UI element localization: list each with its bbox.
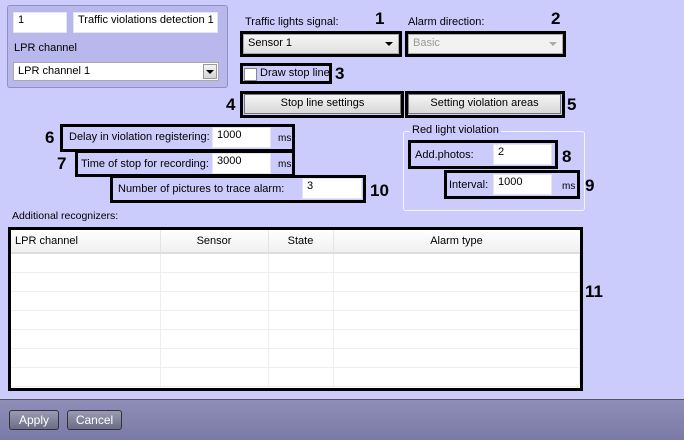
pictures-label: Number of pictures to trace alarm:	[118, 183, 285, 195]
alarm-direction-value: Basic	[413, 37, 440, 49]
interval-unit: ms	[562, 181, 576, 192]
add-photos-input[interactable]: 2	[493, 144, 552, 165]
table-row	[11, 310, 580, 330]
traffic-signal-label: Traffic lights signal:	[245, 16, 339, 28]
table-row	[11, 386, 580, 388]
table-header: LPR channel Sensor State Alarm type	[11, 230, 580, 254]
column-state[interactable]: State	[268, 230, 334, 254]
stop-time-input[interactable]: 3000	[212, 153, 271, 174]
callout-11: 11	[585, 282, 603, 301]
callout-box-2	[405, 31, 566, 57]
setting-violation-areas-button[interactable]: Setting violation areas	[408, 94, 561, 114]
callout-5: 5	[567, 95, 577, 114]
callout-2: 2	[551, 9, 561, 28]
chevron-down-icon[interactable]	[385, 42, 393, 46]
callout-4: 4	[226, 95, 236, 114]
red-light-title: Red light violation	[410, 124, 501, 136]
traffic-signal-select[interactable]: Sensor 1	[243, 34, 399, 54]
draw-stop-line-checkbox[interactable]	[244, 68, 257, 81]
callout-8: 8	[562, 147, 572, 166]
table-row	[11, 367, 580, 387]
lpr-channel-value: LPR channel 1	[18, 65, 91, 77]
column-alarm-type[interactable]: Alarm type	[333, 230, 580, 254]
recognizers-label: Additional recognizers:	[12, 210, 119, 222]
traffic-signal-value: Sensor 1	[248, 37, 293, 49]
table-row	[11, 253, 580, 273]
chevron-down-icon[interactable]	[549, 42, 557, 46]
interval-label: Interval:	[449, 179, 489, 191]
recognizers-table[interactable]: LPR channel Sensor State Alarm type	[8, 227, 583, 391]
delay-input[interactable]: 1000	[212, 127, 271, 148]
add-photos-label: Add.photos:	[415, 149, 474, 161]
callout-3: 3	[335, 64, 345, 83]
callout-9: 9	[585, 176, 595, 195]
callout-box-10	[110, 175, 366, 203]
table-row	[11, 329, 580, 349]
cancel-button[interactable]: Cancel	[67, 410, 122, 430]
stop-line-settings-button[interactable]: Stop line settings	[244, 94, 401, 114]
table-row	[11, 291, 580, 311]
callout-box-4	[240, 91, 404, 118]
object-name-input[interactable]: Traffic violations detection 1	[73, 12, 218, 33]
apply-button[interactable]: Apply	[9, 410, 59, 430]
stop-time-unit: ms	[278, 159, 292, 170]
callout-1: 1	[375, 9, 385, 28]
callout-box-8	[408, 140, 558, 169]
column-lpr-channel[interactable]: LPR channel	[11, 230, 161, 254]
callout-box-5	[405, 91, 565, 118]
callout-box-1	[240, 31, 402, 57]
delay-label: Delay in violation registering:	[69, 131, 210, 143]
callout-box-9	[444, 170, 580, 199]
column-sensor[interactable]: Sensor	[160, 230, 269, 254]
callout-6: 6	[45, 128, 55, 147]
draw-stop-line-label: Draw stop line	[260, 67, 330, 79]
pictures-input[interactable]: 3	[302, 178, 362, 199]
lpr-channel-label: LPR channel	[14, 42, 77, 54]
alarm-direction-label: Alarm direction:	[408, 16, 485, 28]
table-row	[11, 272, 580, 292]
table-row	[11, 348, 580, 368]
callout-7: 7	[57, 154, 67, 173]
callout-box-3	[240, 63, 332, 84]
lpr-channel-select[interactable]: LPR channel 1	[13, 62, 219, 81]
interval-input[interactable]: 1000	[493, 174, 552, 195]
stop-time-label: Time of stop for recording:	[81, 158, 209, 170]
delay-unit: ms	[278, 133, 292, 144]
object-id-input[interactable]: 1	[13, 12, 67, 33]
callout-10: 10	[370, 181, 389, 200]
chevron-down-icon[interactable]	[203, 64, 217, 79]
alarm-direction-select[interactable]: Basic	[408, 34, 563, 54]
